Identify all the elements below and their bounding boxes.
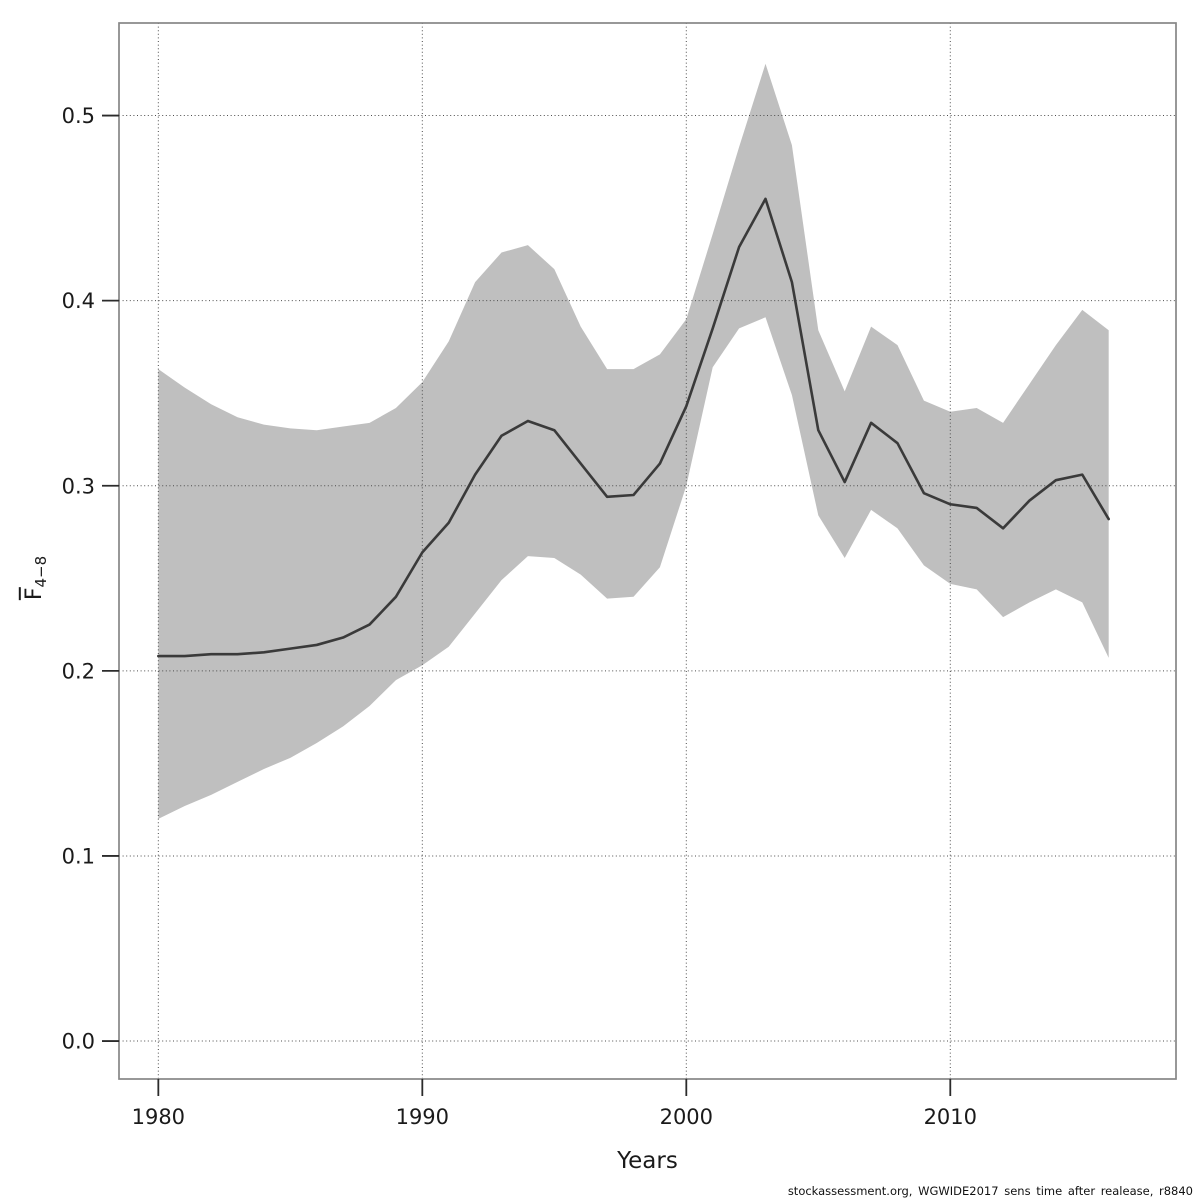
y-axis-title-subscript: 4−8 [32,555,51,588]
x-tick-label: 2000 [660,1105,713,1129]
source-caption: stockassessment.org, WGWIDE2017 sens tim… [787,1184,1193,1198]
confidence-band [158,63,1109,819]
x-tick-label: 2010 [924,1105,977,1129]
y-axis-title: F4−8 [18,555,51,601]
fbar-line [157,197,1110,658]
y-tick-label: 0.2 [62,659,95,683]
plot-frame [118,22,1177,1080]
y-tick-label: 0.3 [62,474,95,498]
y-axis-title-fbar: F [18,587,47,601]
y-tick-label: 0.1 [62,844,95,868]
x-axis-title: Years [617,1148,678,1174]
y-tick-label: 0.0 [62,1030,95,1054]
y-tick-label: 0.4 [62,289,95,313]
x-tick-label: 1990 [396,1105,449,1129]
x-tick-label: 1980 [132,1105,185,1129]
y-tick-label: 0.5 [62,104,95,128]
